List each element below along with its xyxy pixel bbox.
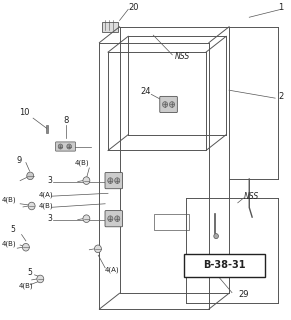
Text: 4(B): 4(B)	[75, 160, 90, 166]
Text: 29: 29	[238, 290, 249, 299]
FancyBboxPatch shape	[56, 142, 75, 151]
Circle shape	[115, 178, 120, 183]
Text: B-38-31: B-38-31	[203, 260, 246, 270]
Text: 5: 5	[28, 268, 33, 277]
Text: 10: 10	[19, 108, 30, 117]
Circle shape	[115, 216, 120, 221]
FancyBboxPatch shape	[105, 211, 123, 227]
Text: NSS: NSS	[244, 192, 259, 201]
Text: 4(A): 4(A)	[39, 192, 54, 198]
Text: NSS: NSS	[174, 52, 189, 61]
Text: 4(B): 4(B)	[1, 241, 16, 247]
Circle shape	[95, 245, 101, 252]
FancyBboxPatch shape	[105, 172, 123, 189]
Circle shape	[58, 144, 63, 149]
Text: 1: 1	[278, 3, 284, 12]
Circle shape	[162, 102, 168, 107]
Circle shape	[214, 234, 219, 239]
Text: 4(B): 4(B)	[19, 282, 33, 289]
Bar	[102, 22, 118, 32]
Circle shape	[83, 215, 90, 222]
Circle shape	[67, 144, 71, 149]
Text: 4(A): 4(A)	[105, 266, 120, 273]
Text: 3: 3	[47, 214, 52, 223]
Bar	[184, 253, 265, 277]
Circle shape	[28, 202, 35, 210]
Text: 9: 9	[16, 156, 21, 164]
Circle shape	[108, 216, 113, 221]
FancyBboxPatch shape	[160, 96, 177, 113]
Text: 24: 24	[140, 87, 151, 96]
Text: 8: 8	[63, 116, 69, 125]
Circle shape	[37, 275, 44, 283]
Circle shape	[27, 172, 34, 180]
Text: 20: 20	[129, 3, 139, 12]
Circle shape	[108, 178, 113, 183]
Text: 4(B): 4(B)	[39, 203, 54, 209]
Text: 2: 2	[278, 92, 283, 101]
Text: 4(B): 4(B)	[1, 196, 16, 203]
Circle shape	[83, 177, 90, 184]
Circle shape	[169, 102, 175, 107]
Bar	[154, 214, 189, 230]
Text: 3: 3	[47, 176, 52, 185]
Bar	[46, 125, 48, 133]
Text: 5: 5	[10, 225, 15, 234]
Circle shape	[22, 244, 29, 251]
